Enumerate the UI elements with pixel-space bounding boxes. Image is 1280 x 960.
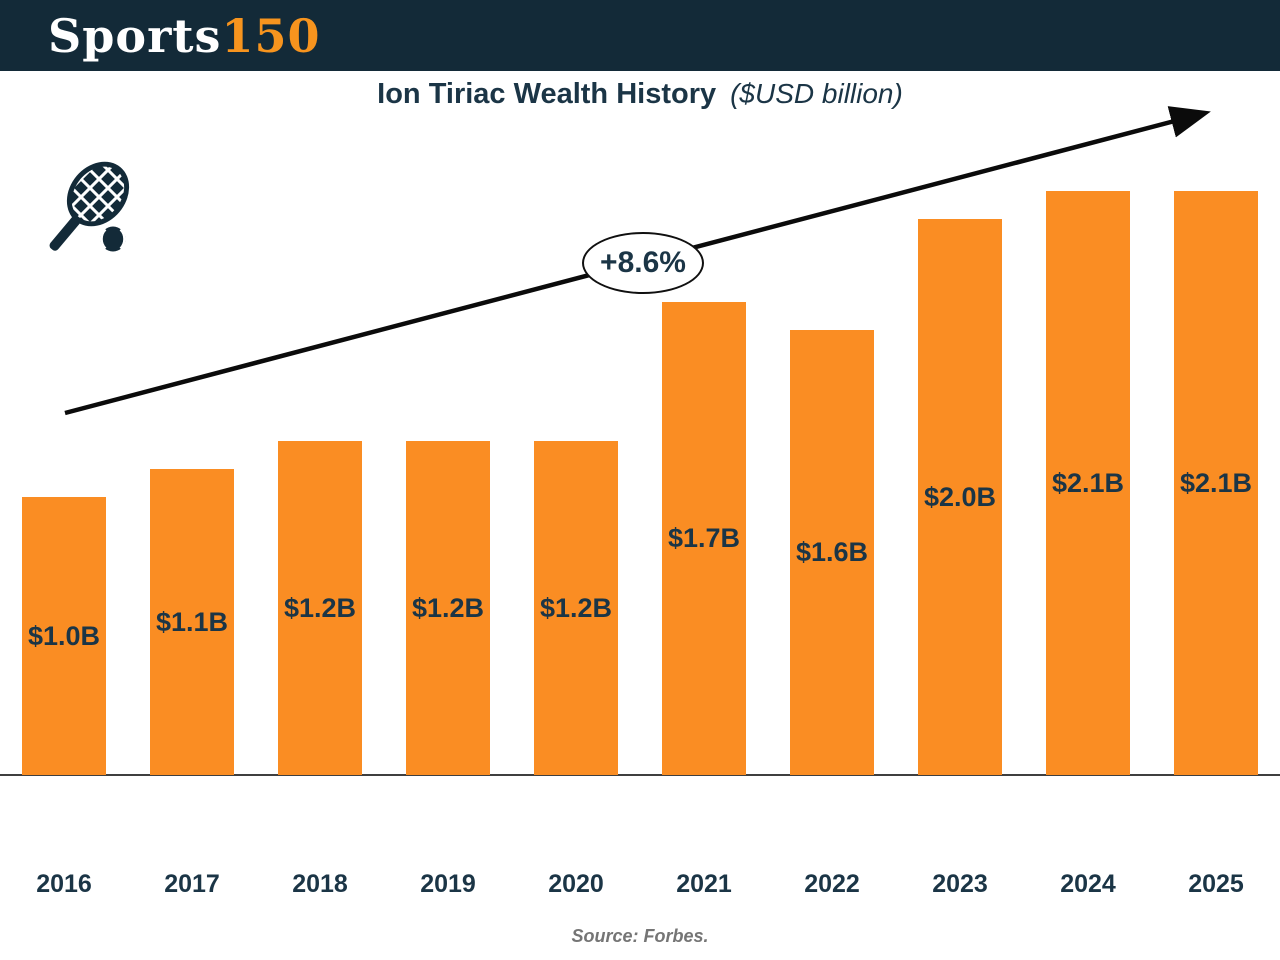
bar-2016: $1.0B xyxy=(22,497,106,775)
bar-2022: $1.6B xyxy=(790,330,874,775)
source-note: Source: Forbes. xyxy=(571,926,709,946)
bar-value-label: $1.0B xyxy=(27,620,101,651)
logo-text-accent: 150 xyxy=(221,8,321,63)
bar-2025: $2.1B xyxy=(1174,191,1258,775)
growth-badge-label: +8.6% xyxy=(600,246,686,279)
bar-2021: $1.7B xyxy=(662,302,746,775)
bar-2024: $2.1B xyxy=(1046,191,1130,775)
brand-header: Sports150 xyxy=(0,0,1280,71)
x-axis-label-2020: 2020 xyxy=(548,870,604,898)
x-axis-label-2025: 2025 xyxy=(1188,870,1244,898)
bar-value-label: $1.6B xyxy=(795,537,869,567)
bar-value-label: $2.1B xyxy=(1051,467,1125,498)
bar-value-label: $1.1B xyxy=(155,606,229,637)
x-axis-label-2024: 2024 xyxy=(1060,870,1116,898)
growth-badge: +8.6% xyxy=(582,232,704,294)
bar-2018: $1.2B xyxy=(278,441,362,775)
bar-chart-area: $1.0B $1.1B $1.2B $1.2B $1.2B $1.7B $1.6B $2.0B… xyxy=(22,191,1258,775)
bar-value-label: $1.2B xyxy=(539,592,613,623)
x-axis-label-2022: 2022 xyxy=(804,870,860,898)
x-axis-label-2023: 2023 xyxy=(932,870,988,898)
bar-2017: $1.1B xyxy=(150,469,234,775)
bar-value-label: $1.2B xyxy=(283,592,357,623)
x-axis-label-2017: 2017 xyxy=(164,870,220,898)
x-axis-label-2021: 2021 xyxy=(676,870,732,898)
bar-value-label: $1.2B xyxy=(411,592,485,623)
sports150-logo: Sports150 xyxy=(48,13,320,59)
chart-title-main: Ion Tiriac Wealth History xyxy=(377,78,717,110)
bar-2020: $1.2B xyxy=(534,441,618,775)
bar-value-label: $2.0B xyxy=(923,481,997,512)
chart-title-subtitle: ($USD billion) xyxy=(730,78,903,109)
x-axis-line xyxy=(0,774,1280,776)
bar-value-label: $2.1B xyxy=(1179,467,1253,498)
logo-text-primary: Sports xyxy=(48,8,222,63)
bar-2023: $2.0B xyxy=(918,219,1002,775)
bar-value-label: $1.7B xyxy=(667,523,741,553)
x-axis-labels: 2016 2017 2018 2019 2020 2021 2022 2023 2024 2025 xyxy=(0,868,1280,900)
bar-2019: $1.2B xyxy=(406,441,490,775)
x-axis-label-2016: 2016 xyxy=(36,870,92,898)
x-axis-label-2019: 2019 xyxy=(420,870,476,898)
chart-title: Ion Tiriac Wealth History ($USD billion) xyxy=(0,78,1280,111)
x-axis-label-2018: 2018 xyxy=(292,870,348,898)
